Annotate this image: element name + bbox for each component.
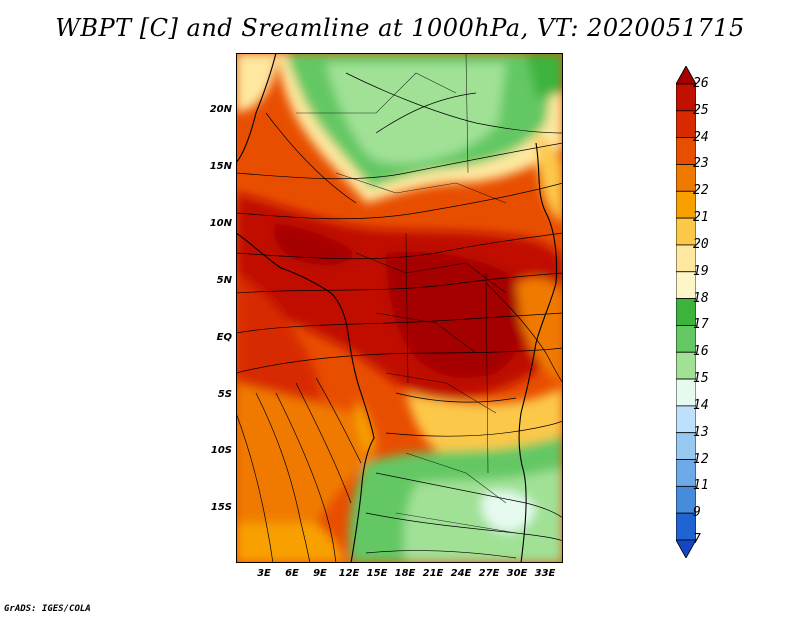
wbpt-map: [236, 53, 563, 563]
colorbar-tick-label: 13: [693, 424, 709, 440]
colorbar-tick-label: 26: [693, 76, 709, 91]
lat-tick-15s: 15S: [210, 502, 232, 513]
lon-tick-33e: 33E: [534, 568, 556, 579]
lat-tick-10n: 10N: [209, 218, 232, 229]
colorbar-tick-label: 22: [693, 183, 709, 199]
map-title: WBPT [C] and Sreamline at 1000hPa, VT: 2…: [55, 14, 745, 42]
colorbar-tick-label: 20: [693, 236, 709, 252]
colorbar-tick-label: 24: [693, 129, 709, 145]
lon-tick-21e: 21E: [422, 568, 444, 579]
colorbar-tick-label: 15: [693, 371, 709, 387]
country-borders: [296, 53, 517, 534]
lon-tick-30e: 30E: [506, 568, 528, 579]
colorbar-tick-label: 14: [693, 397, 709, 413]
colorbar-tick-label: 19: [693, 263, 709, 279]
colorbar-tick-label: 23: [693, 156, 709, 172]
colorbar-tick-label: 25: [693, 102, 709, 118]
colorbar-tick-label: 9: [693, 505, 701, 521]
lon-tick-9e: 9E: [313, 568, 327, 579]
colorbar: [676, 66, 696, 558]
colorbar-tick-label: 21: [693, 210, 709, 226]
lon-tick-15e: 15E: [366, 568, 388, 579]
lat-tick-15n: 15N: [209, 161, 232, 172]
lat-tick-5n: 5N: [216, 275, 232, 286]
colorbar-tick-label: 12: [693, 451, 709, 467]
lon-tick-3e: 3E: [257, 568, 271, 579]
lon-tick-24e: 24E: [450, 568, 472, 579]
colorbar-tick-label: 11: [693, 478, 709, 494]
credit-text: GrADS: IGES/COLA: [4, 604, 91, 614]
colorbar-tick-label: 7: [693, 532, 701, 547]
lon-tick-18e: 18E: [394, 568, 416, 579]
lat-tick-20n: 20N: [209, 104, 232, 115]
colorbar-tick-label: 17: [693, 317, 709, 333]
colorbar-segment: [676, 539, 696, 558]
lon-tick-6e: 6E: [285, 568, 299, 579]
colorbar-tick-label: 16: [693, 344, 709, 360]
lon-tick-27e: 27E: [478, 568, 500, 579]
colorbar-tick-label: 18: [693, 290, 709, 306]
lon-tick-12e: 12E: [338, 568, 360, 579]
lat-tick-5s: 5S: [217, 389, 232, 400]
lat-tick-10s: 10S: [210, 445, 232, 456]
lat-tick-eq: EQ: [216, 332, 232, 343]
coastline: [236, 53, 558, 563]
streamlines: [236, 72, 563, 563]
